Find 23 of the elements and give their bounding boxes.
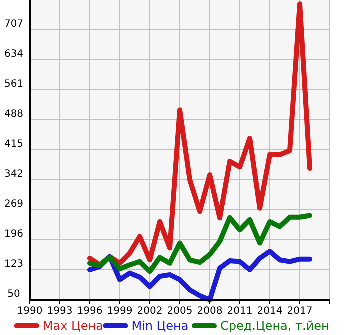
x-tick-label: 2011 xyxy=(227,306,253,317)
x-tick-label: 2014 xyxy=(257,306,283,317)
legend-label: Max Цена xyxy=(42,319,104,333)
legend-label: Сред.Цена, т.йен xyxy=(220,319,330,333)
y-tick-label: 342 xyxy=(4,169,24,180)
x-tick-label: 1990 xyxy=(17,306,43,317)
x-tick-label: 2017 xyxy=(287,306,313,317)
x-tick-label: 2008 xyxy=(197,306,223,317)
y-tick-label: 269 xyxy=(4,199,24,210)
y-tick-label: 415 xyxy=(4,139,24,150)
y-tick-label: 561 xyxy=(4,79,24,90)
y-tick-label: 196 xyxy=(4,229,24,240)
x-tick-label: 1999 xyxy=(107,306,133,317)
y-tick-label: 488 xyxy=(4,109,24,120)
y-tick-label: 634 xyxy=(4,49,24,60)
x-tick-label: 1996 xyxy=(77,306,103,317)
y-tick-label: 123 xyxy=(4,259,24,270)
x-tick-label: 2002 xyxy=(137,306,163,317)
y-tick-label: 707 xyxy=(4,19,24,30)
x-tick-label: 2005 xyxy=(167,306,193,317)
y-tick-label: 50 xyxy=(8,289,20,300)
x-tick-label: 1993 xyxy=(47,306,73,317)
legend-label: Min Цена xyxy=(132,319,189,333)
